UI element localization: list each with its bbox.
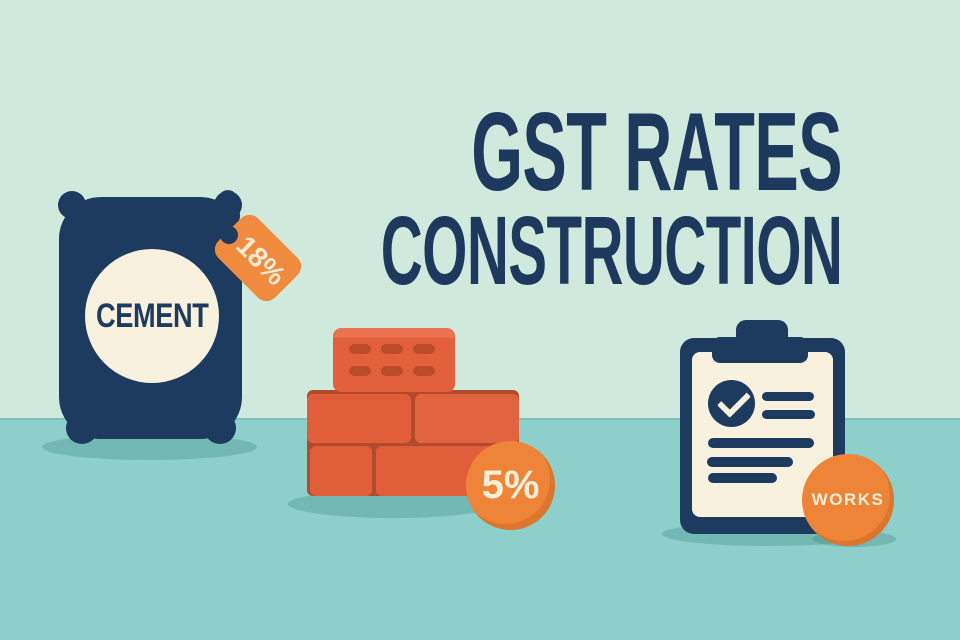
document-text-line bbox=[707, 457, 793, 467]
brick-icon bbox=[333, 328, 455, 392]
title-line-1: GST RATES bbox=[471, 90, 842, 214]
brick-hole bbox=[413, 344, 435, 354]
checkmark-icon bbox=[708, 380, 755, 427]
rate-badge-5-percent: 5% bbox=[466, 441, 555, 530]
works-badge: WORKS bbox=[802, 454, 894, 546]
brick-hole bbox=[381, 344, 403, 354]
brick-hole bbox=[349, 344, 371, 354]
cement-label: CEMENT bbox=[95, 296, 209, 335]
document-text-line bbox=[762, 410, 815, 419]
works-badge-label: WORKS bbox=[811, 490, 885, 509]
brick-hole bbox=[381, 366, 403, 376]
brick-icon bbox=[307, 394, 411, 443]
title-line-2: CONSTRUCTION bbox=[380, 196, 842, 305]
cement-bag-label-circle: CEMENT bbox=[85, 249, 219, 383]
clipboard-clip bbox=[712, 337, 808, 363]
checkmark-glyph bbox=[717, 384, 751, 418]
document-text-line bbox=[708, 438, 814, 448]
rate-badge-label: 5% bbox=[481, 463, 540, 507]
brick-hole bbox=[349, 366, 371, 376]
document-text-line bbox=[708, 473, 777, 483]
brick-icon bbox=[415, 394, 519, 443]
brick-icon bbox=[310, 446, 372, 496]
document-text-line bbox=[762, 392, 814, 401]
tag-strap-knob bbox=[220, 226, 238, 244]
brick-hole bbox=[413, 366, 435, 376]
